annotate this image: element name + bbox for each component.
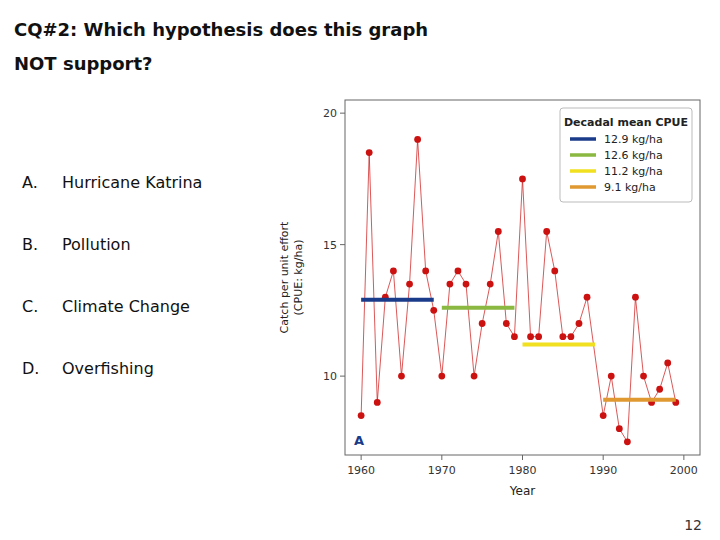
data-point: [600, 412, 607, 419]
y-tick: [340, 244, 345, 245]
data-point: [455, 268, 462, 275]
data-point: [406, 281, 413, 288]
data-point: [479, 320, 486, 327]
data-point: [640, 373, 647, 380]
legend-swatch: [570, 153, 596, 157]
y-axis-label: Catch per unit effort(CPUE: kg/ha): [278, 221, 305, 333]
data-point: [616, 425, 623, 432]
y-tick-label: 10: [323, 370, 337, 383]
option-text: Climate Change: [62, 297, 190, 316]
data-point: [374, 399, 381, 406]
y-tick: [340, 376, 345, 377]
data-point: [358, 412, 365, 419]
data-point: [568, 333, 575, 340]
option-letter: D.: [22, 359, 39, 378]
data-point: [503, 320, 510, 327]
legend-swatch: [570, 185, 596, 189]
data-point: [366, 149, 373, 156]
y-tick-label: 15: [323, 239, 337, 252]
y-axis-label-line: Catch per unit effort: [278, 221, 291, 333]
data-point: [463, 281, 470, 288]
data-point: [584, 294, 591, 301]
data-point: [446, 281, 453, 288]
x-tick-label: 1970: [428, 464, 456, 477]
option-letter: B.: [22, 235, 38, 254]
data-point: [632, 294, 639, 301]
option-letter: C.: [22, 297, 38, 316]
data-point: [656, 386, 663, 393]
title: NOT support?: [14, 53, 153, 74]
legend-label: 12.6 kg/ha: [604, 149, 663, 162]
legend-swatch: [570, 137, 596, 141]
data-point: [438, 373, 445, 380]
data-point: [551, 268, 558, 275]
mean-line: [523, 343, 596, 347]
data-point: [519, 175, 526, 182]
data-group: [358, 136, 679, 445]
legend: Decadal mean CPUE 12.9 kg/ha 12.6 kg/ha 11.…: [560, 108, 692, 202]
x-tick: [603, 455, 604, 460]
legend-box: [560, 108, 692, 202]
option-text: Hurricane Katrina: [62, 173, 202, 192]
y-tick-label: 20: [323, 107, 337, 120]
x-tick-label: 1980: [509, 464, 537, 477]
mean-line: [361, 298, 434, 302]
data-point: [495, 228, 502, 235]
option-text: Pollution: [62, 235, 131, 254]
x-tick-label: 2000: [670, 464, 698, 477]
legend-title: Decadal mean CPUE: [564, 116, 688, 129]
x-tick: [361, 455, 362, 460]
x-tick: [441, 455, 442, 460]
option-letter: A.: [22, 173, 38, 192]
mean-line: [442, 306, 515, 310]
data-point: [390, 268, 397, 275]
data-line: [361, 139, 676, 441]
title: CQ#2: Which hypothesis does this graph: [14, 19, 428, 40]
data-point: [511, 333, 518, 340]
plot-frame: [345, 100, 700, 455]
data-point: [430, 307, 437, 314]
data-point: [608, 373, 615, 380]
y-tick: [340, 113, 345, 114]
data-point: [398, 373, 405, 380]
legend-label: 9.1 kg/ha: [604, 181, 656, 194]
data-point: [576, 320, 583, 327]
page-number: 12: [684, 517, 702, 533]
legend-label: 11.2 kg/ha: [604, 165, 663, 178]
data-point: [527, 333, 534, 340]
page: CQ#2: Which hypothesis does this graph NO…: [0, 0, 720, 540]
data-point: [422, 268, 429, 275]
x-axis-label: Year: [509, 484, 535, 498]
option-text: Overfishing: [62, 359, 154, 378]
legend-swatch: [570, 169, 596, 173]
data-point: [559, 333, 566, 340]
data-point: [414, 136, 421, 143]
data-point: [471, 373, 478, 380]
x-tick-label: 1960: [347, 464, 375, 477]
legend-label: 12.9 kg/ha: [604, 133, 663, 146]
x-tick: [522, 455, 523, 460]
x-tick: [683, 455, 684, 460]
data-point: [624, 438, 631, 445]
data-point: [664, 360, 671, 367]
data-point: [487, 281, 494, 288]
x-tick-label: 1990: [589, 464, 617, 477]
chart: 1960 1970 1980 1990 2000 10 15 20 Year Catch per …: [278, 100, 700, 498]
mean-line: [603, 398, 676, 402]
panel-label: A: [354, 433, 364, 448]
y-axis-label-line: (CPUE: kg/ha): [292, 240, 305, 316]
data-point: [543, 228, 550, 235]
data-point: [535, 333, 542, 340]
